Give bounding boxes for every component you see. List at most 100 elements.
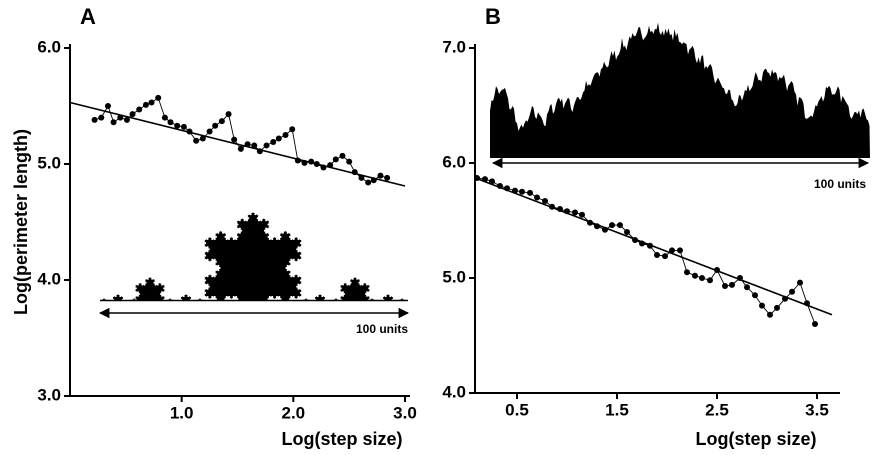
data-point <box>142 101 149 108</box>
data-point <box>557 206 563 212</box>
y-tick-label: 6.0 <box>37 37 61 56</box>
data-point <box>161 114 168 121</box>
data-point <box>384 174 391 181</box>
data-point <box>327 162 334 169</box>
y-tick-label: 7.0 <box>442 37 466 56</box>
scale-label: 100 units <box>814 177 866 191</box>
data-point <box>263 142 270 149</box>
data-point <box>564 208 570 215</box>
koch-part <box>314 294 326 301</box>
data-point <box>684 269 690 276</box>
data-point <box>282 132 289 138</box>
data-point <box>358 174 365 181</box>
data-point <box>692 272 698 279</box>
koch-part <box>135 277 165 301</box>
data-point <box>123 116 130 123</box>
data-point <box>572 209 578 216</box>
data-point <box>722 283 728 290</box>
data-point <box>186 128 193 135</box>
koch-part <box>382 294 394 301</box>
data-point <box>218 118 225 125</box>
data-point <box>594 223 600 230</box>
koch-part <box>340 277 370 301</box>
data-point <box>639 240 645 247</box>
data-point <box>489 178 495 185</box>
data-point <box>602 226 608 233</box>
y-tick-label: 4.0 <box>37 269 61 288</box>
data-point <box>782 295 788 302</box>
plots: A 3.0 4.0 5.0 6.0 1.0 2.0 3.0 Log(step size) Log(… <box>11 4 870 449</box>
y-tick-label: 5.0 <box>37 153 61 172</box>
data-point <box>155 94 162 101</box>
x-tick-label: 2.5 <box>705 400 729 419</box>
x-tick-label: 1.5 <box>605 400 629 419</box>
data-point <box>707 277 713 284</box>
data-point <box>237 145 244 152</box>
x-tick-label: 2.0 <box>282 403 306 422</box>
data-point <box>251 142 258 149</box>
data-point <box>351 169 358 176</box>
data-point <box>474 174 480 181</box>
data-point <box>370 177 377 184</box>
panel-label: B <box>485 4 501 29</box>
data-point <box>812 321 818 327</box>
x-axis-title: Log(step size) <box>695 429 816 449</box>
data-point <box>206 128 213 135</box>
data-point <box>308 158 315 165</box>
data-point <box>744 284 750 291</box>
data-point <box>587 219 593 226</box>
x-tick-label: 3.0 <box>393 403 417 422</box>
fit-line <box>474 177 833 316</box>
y-tick-label: 3.0 <box>37 385 61 404</box>
data-point <box>180 123 187 130</box>
data-line <box>476 177 816 325</box>
data-point <box>617 222 623 229</box>
data-point <box>519 188 525 195</box>
data-point <box>662 253 668 260</box>
data-point <box>752 292 758 299</box>
koch-part <box>204 212 302 301</box>
dendritic-fractal <box>490 22 870 158</box>
data-point <box>289 126 296 133</box>
data-point <box>789 288 795 295</box>
data-point <box>231 136 238 143</box>
koch-part <box>180 294 192 301</box>
data-point <box>104 103 111 109</box>
data-point <box>677 247 683 254</box>
panel-label: A <box>80 4 96 29</box>
data-point <box>714 266 720 273</box>
data-point <box>759 302 765 309</box>
scale-label: 100 units <box>356 322 408 336</box>
x-axis-title: Log(step size) <box>281 429 402 449</box>
data-point <box>193 137 200 144</box>
y-tick-label: 4.0 <box>442 382 466 401</box>
data-point <box>174 122 181 129</box>
data-point <box>804 300 810 307</box>
data-point <box>609 222 615 229</box>
data-point <box>549 203 555 210</box>
data-point <box>332 156 339 163</box>
data-point <box>632 237 638 244</box>
data-point <box>148 99 155 106</box>
data-point <box>504 185 510 192</box>
data-point <box>737 275 743 281</box>
x-tick-label: 3.5 <box>805 400 829 419</box>
data-point <box>774 304 780 311</box>
data-point <box>294 157 301 164</box>
data-point <box>699 275 705 281</box>
data-point <box>647 242 653 249</box>
data-point <box>313 161 320 167</box>
data-point <box>542 197 548 204</box>
data-point <box>301 159 308 166</box>
data-point <box>98 114 105 121</box>
data-point <box>256 148 263 155</box>
data-point <box>579 211 585 218</box>
data-point <box>339 152 346 159</box>
data-point <box>110 119 117 126</box>
data-point <box>225 111 232 118</box>
data-point <box>129 111 136 118</box>
data-point <box>346 158 353 165</box>
data-point <box>199 135 206 142</box>
